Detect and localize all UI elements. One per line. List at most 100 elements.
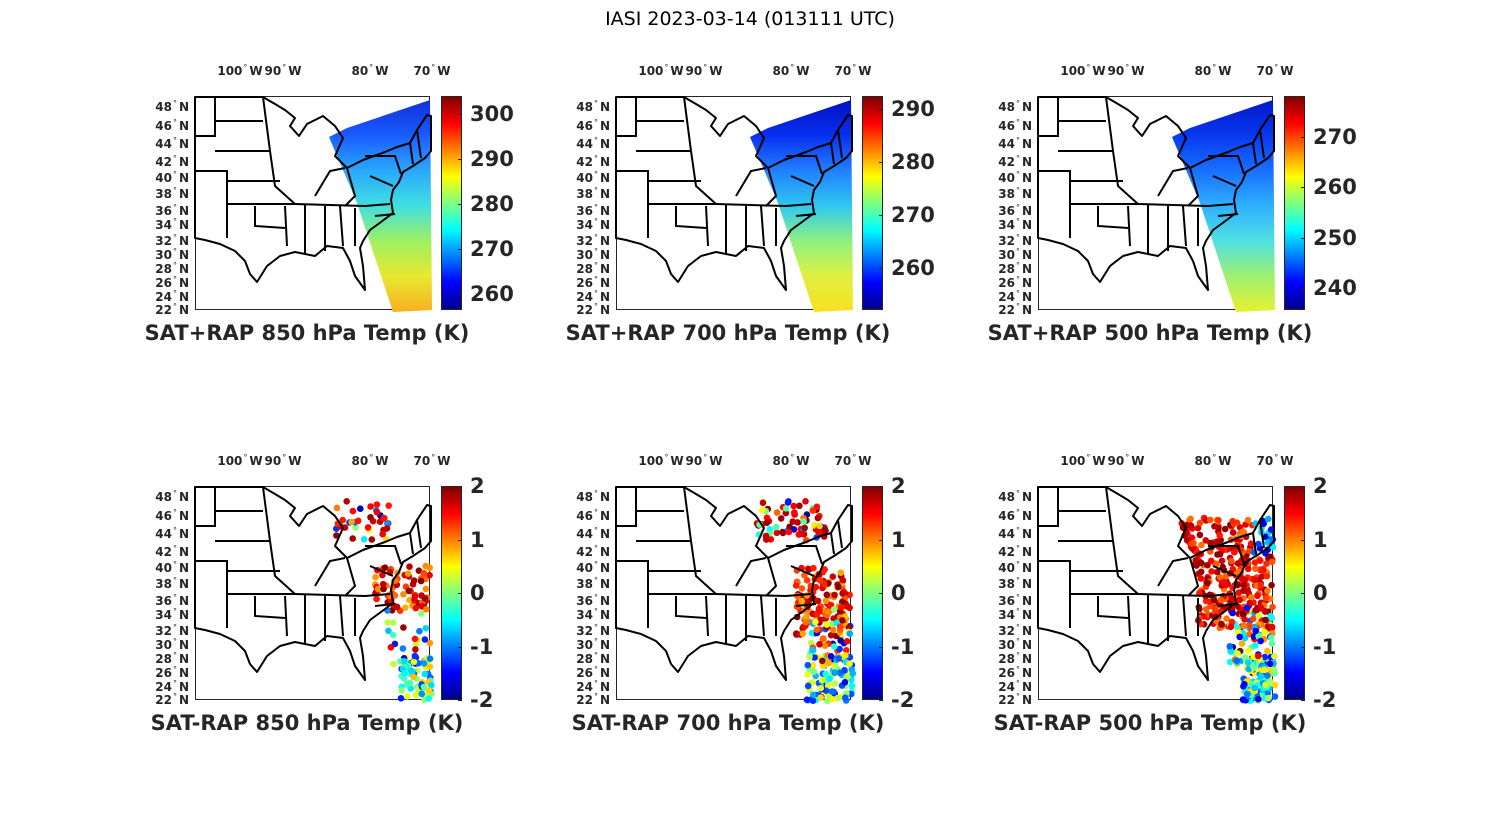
lon-value: 100 <box>1060 64 1086 78</box>
data-point <box>421 595 429 602</box>
data-point <box>379 571 386 579</box>
state-border <box>735 557 767 587</box>
state-border <box>830 142 835 165</box>
lat-value: 40 <box>155 561 172 575</box>
lat-hemisphere: N <box>599 608 610 622</box>
lat-value: 26 <box>155 666 172 680</box>
colorbar-tick-label: 1 <box>470 527 485 552</box>
lat-hemisphere: N <box>599 262 610 276</box>
data-point <box>794 519 801 526</box>
map-panel-3 <box>1037 96 1275 312</box>
degree-symbol: ° <box>172 275 177 284</box>
data-point <box>1271 681 1279 689</box>
lat-tick-label: 40° N <box>560 560 610 575</box>
degree-symbol: ° <box>593 508 598 517</box>
lat-value: 22 <box>998 303 1015 317</box>
colorbar-tick-mark <box>458 486 462 487</box>
lon-tick-label: 70° W <box>1257 453 1294 468</box>
data-point <box>848 682 856 689</box>
data-point <box>804 682 812 690</box>
data-point <box>1243 604 1251 612</box>
lat-hemisphere: N <box>178 155 189 169</box>
data-point <box>1216 574 1224 581</box>
degree-symbol: ° <box>593 154 598 163</box>
data-point <box>785 528 793 536</box>
data-point <box>1261 666 1268 674</box>
data-point <box>790 526 798 533</box>
data-point <box>367 514 374 521</box>
data-point <box>1236 633 1243 641</box>
lon-tick-label: 70° W <box>834 63 872 78</box>
lat-hemisphere: N <box>178 119 189 133</box>
state-border <box>262 96 271 152</box>
degree-symbol: ° <box>1086 63 1091 72</box>
data-point <box>1245 647 1252 654</box>
lat-hemisphere: N <box>599 100 610 114</box>
data-point <box>799 630 807 637</box>
data-point <box>831 591 838 599</box>
lat-tick-label: 30° N <box>560 637 610 652</box>
data-point <box>1244 659 1252 666</box>
lat-tick-label: 46° N <box>982 118 1032 133</box>
lat-value: 32 <box>155 234 172 248</box>
state-border <box>616 560 649 628</box>
lon-hemisphere: W <box>1131 454 1145 468</box>
lat-value: 32 <box>998 234 1015 248</box>
state-border <box>1038 170 1071 238</box>
degree-symbol: ° <box>172 593 177 602</box>
degree-symbol: ° <box>1015 203 1020 212</box>
lat-tick-label: 22° N <box>560 692 610 707</box>
lat-tick-label: 28° N <box>560 261 610 276</box>
lat-tick-label: 26° N <box>982 275 1032 290</box>
data-point <box>1267 634 1275 641</box>
colorbar-tick-label: 270 <box>891 203 935 228</box>
lat-hemisphere: N <box>599 624 610 638</box>
degree-symbol: ° <box>593 289 598 298</box>
lat-hemisphere: N <box>1021 693 1032 707</box>
lat-tick-label: 34° N <box>560 217 610 232</box>
lat-hemisphere: N <box>1021 608 1032 622</box>
lat-tick-label: 32° N <box>139 623 189 638</box>
lat-tick-label: 42° N <box>560 544 610 559</box>
data-point <box>1271 693 1279 700</box>
panel-title: SAT+RAP 700 hPa Temp (K) <box>565 321 891 345</box>
degree-symbol: ° <box>593 489 598 498</box>
degree-symbol: ° <box>593 544 598 553</box>
data-point <box>1251 559 1259 566</box>
coastline <box>615 96 853 291</box>
lat-value: 48 <box>155 490 172 504</box>
state-border <box>1252 532 1257 555</box>
lat-hemisphere: N <box>599 666 610 680</box>
lon-hemisphere: W <box>1092 454 1106 468</box>
data-point <box>1257 581 1264 589</box>
lon-hemisphere: W <box>249 64 263 78</box>
map-canvas <box>1037 96 1275 312</box>
degree-symbol: ° <box>172 186 177 195</box>
data-point <box>373 595 380 603</box>
lat-tick-label: 42° N <box>139 154 189 169</box>
data-point <box>1254 592 1261 600</box>
data-point <box>1240 622 1248 630</box>
lat-hemisphere: N <box>1021 248 1032 262</box>
data-point <box>1255 612 1263 619</box>
lat-value: 34 <box>576 218 593 232</box>
degree-symbol: ° <box>172 623 177 632</box>
data-point <box>1226 643 1234 650</box>
data-point <box>405 587 413 595</box>
colorbar-tick-label: 260 <box>470 281 514 306</box>
lon-value: 70 <box>834 64 852 78</box>
data-point <box>818 677 826 684</box>
data-point <box>1260 520 1267 527</box>
colorbar-tick-mark <box>458 293 462 295</box>
state-border <box>735 167 767 197</box>
degree-symbol: ° <box>593 275 598 284</box>
degree-symbol: ° <box>593 217 598 226</box>
degree-symbol: ° <box>593 247 598 256</box>
lat-tick-label: 24° N <box>560 289 610 304</box>
data-point <box>809 691 817 699</box>
lat-hemisphere: N <box>599 276 610 290</box>
data-point <box>803 577 811 584</box>
lat-value: 46 <box>576 119 593 133</box>
colorbar-tick-label: 240 <box>1313 275 1357 300</box>
degree-symbol: ° <box>1015 233 1020 242</box>
